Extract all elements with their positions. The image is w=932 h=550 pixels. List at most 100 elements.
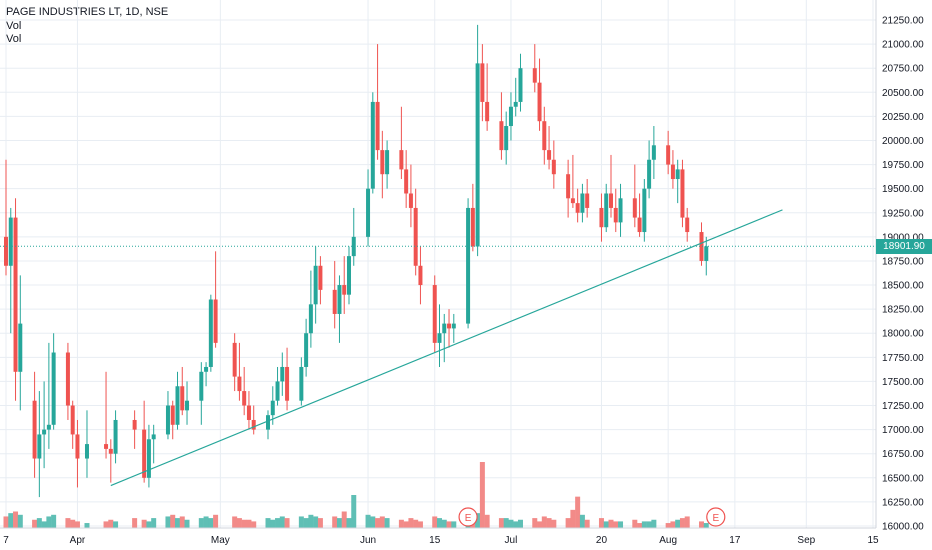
volume-bar (265, 518, 271, 528)
volume-bar (65, 518, 71, 528)
candle-body (251, 419, 256, 430)
volume-bar (313, 516, 319, 528)
candle-body (113, 419, 118, 454)
candle-body (637, 217, 642, 233)
candle-body (508, 106, 513, 127)
candle-body (185, 400, 190, 411)
candle-body (46, 424, 51, 430)
trendline[interactable] (110, 209, 783, 487)
candle-body (180, 386, 185, 411)
candle-body (246, 405, 251, 420)
volume-bar (646, 521, 652, 528)
candle-body (632, 198, 637, 218)
candle-body (613, 207, 618, 223)
candle-body (342, 285, 347, 295)
price-tick-label: 19750.00 (882, 160, 924, 171)
time-axis[interactable]: 7 Apr May Jun 15 Jul 20 Aug 17 Sep 15 (0, 527, 879, 546)
candle-body (175, 386, 180, 425)
volume-bar (3, 516, 9, 528)
earnings-marker[interactable]: E (458, 507, 478, 527)
volume-bar (479, 462, 485, 528)
candle-body (675, 169, 680, 180)
volume-bar (308, 514, 314, 528)
candle-body (37, 434, 42, 459)
volume-bar (679, 518, 685, 528)
candle-body (699, 232, 704, 261)
price-tick-label: 21000.00 (882, 40, 924, 51)
volume-bar (103, 521, 109, 528)
volume-bar (398, 519, 404, 528)
time-tick-label: 15 (867, 535, 879, 546)
candle-body (604, 193, 609, 228)
price-axis[interactable]: 16000.00 16250.00 16500.00 16750.00 17000.00… (875, 0, 924, 533)
candle-body (680, 169, 685, 218)
volume-bar (84, 523, 90, 528)
volume-bar (703, 523, 709, 528)
candle-body (499, 121, 504, 151)
price-tick-label: 17750.00 (882, 353, 924, 364)
volume-bar (174, 518, 180, 528)
candle-body (385, 150, 390, 175)
candle-body (270, 400, 275, 416)
volume-bar (575, 496, 581, 528)
candle-body (608, 193, 613, 208)
volume-bar (284, 518, 290, 528)
volume-bar (541, 516, 547, 528)
candle-body (570, 198, 575, 204)
volume-bar (508, 519, 514, 528)
volume-bar (417, 521, 423, 528)
price-tick-label: 17250.00 (882, 401, 924, 412)
price-tick-label: 16250.00 (882, 497, 924, 508)
volume-bar (684, 516, 690, 528)
volume-bar (246, 519, 252, 528)
candle-body (585, 193, 590, 208)
candle-body (413, 207, 418, 266)
candle-body (651, 145, 656, 160)
candle-body (504, 126, 509, 151)
volume-bar (613, 521, 619, 528)
candle-body (618, 198, 623, 223)
candle-body (308, 304, 313, 334)
candle-body (685, 217, 690, 233)
candle-body (375, 101, 380, 151)
volume-bar (437, 518, 442, 528)
price-tick-label: 16500.00 (882, 473, 924, 484)
candle-body (104, 444, 109, 449)
volume-bar (637, 523, 643, 528)
price-tick-label: 20250.00 (882, 112, 924, 123)
candle-body (599, 207, 604, 228)
volume-bar (503, 518, 509, 528)
candle-body (432, 285, 437, 343)
time-tick-label: Sep (797, 535, 815, 546)
candle-body (237, 376, 242, 392)
candle-body (704, 246, 709, 261)
volume-bar (532, 518, 538, 528)
candle-body (51, 352, 56, 425)
candle-body (566, 174, 571, 199)
price-tick-label: 18000.00 (882, 329, 924, 340)
trendline-segment[interactable] (110, 209, 783, 487)
volume-bar (336, 518, 342, 528)
candle-body (32, 400, 37, 459)
candle-body (351, 236, 356, 257)
candle-body (275, 381, 280, 401)
candle-body (399, 150, 404, 170)
volume-bar (170, 514, 176, 528)
volume-bar (332, 516, 338, 528)
earnings-marker[interactable]: E (706, 507, 726, 527)
volume-bar (198, 518, 204, 528)
time-tick-label: 7 (3, 535, 9, 546)
time-tick-label: May (211, 535, 230, 546)
candle-body (266, 415, 271, 430)
volume-bar (517, 519, 523, 528)
candle-body (470, 207, 475, 247)
candle-body (575, 203, 580, 213)
candle-body (304, 333, 309, 367)
volume-bar (303, 518, 309, 528)
candle-body (332, 289, 337, 314)
earnings-marker-circle (458, 507, 478, 527)
candle-body (404, 169, 409, 194)
volume-bar (132, 518, 138, 528)
